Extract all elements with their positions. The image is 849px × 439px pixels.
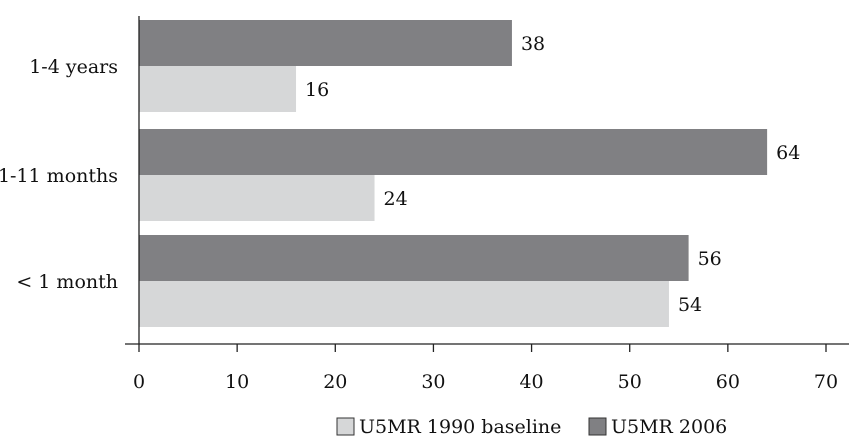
bar-u5mr-2006-1	[139, 129, 768, 175]
category-label: 1-4 years	[29, 56, 118, 78]
data-label: 38	[521, 33, 545, 55]
data-label: 54	[678, 294, 702, 316]
legend-label: U5MR 1990 baseline	[359, 416, 561, 438]
legend-label: U5MR 2006	[611, 416, 727, 438]
bar-u5mr-1990-1	[139, 175, 375, 221]
data-label: 16	[305, 79, 329, 101]
bar-u5mr-2006-2	[139, 235, 689, 281]
data-label: 56	[698, 248, 722, 270]
category-labels-group: 1-4 years 1-11 months < 1 month	[0, 56, 118, 293]
data-label: 24	[384, 188, 408, 210]
legend-swatch	[588, 417, 607, 436]
x-ticks-group: 0 10 20 30 40 50 60 70	[133, 344, 838, 393]
data-labels-group: 38 16 64 24 56 54	[305, 33, 800, 316]
category-label: < 1 month	[16, 271, 118, 293]
x-tick-label: 40	[519, 371, 543, 393]
bar-u5mr-2006-0	[139, 20, 512, 66]
bar-u5mr-1990-0	[139, 66, 297, 112]
x-tick-label: 20	[323, 371, 347, 393]
x-tick-label: 70	[814, 371, 838, 393]
data-label: 64	[776, 142, 800, 164]
x-tick-label: 50	[618, 371, 642, 393]
bar-u5mr-1990-2	[139, 281, 669, 327]
x-tick-label: 30	[421, 371, 445, 393]
legend-swatch	[336, 417, 355, 436]
x-tick-label: 60	[716, 371, 740, 393]
legend: U5MR 1990 baseline U5MR 2006	[336, 416, 727, 438]
x-tick-label: 10	[225, 371, 249, 393]
x-tick-label: 0	[133, 371, 145, 393]
category-label: 1-11 months	[0, 165, 118, 187]
bars-group	[139, 20, 768, 327]
